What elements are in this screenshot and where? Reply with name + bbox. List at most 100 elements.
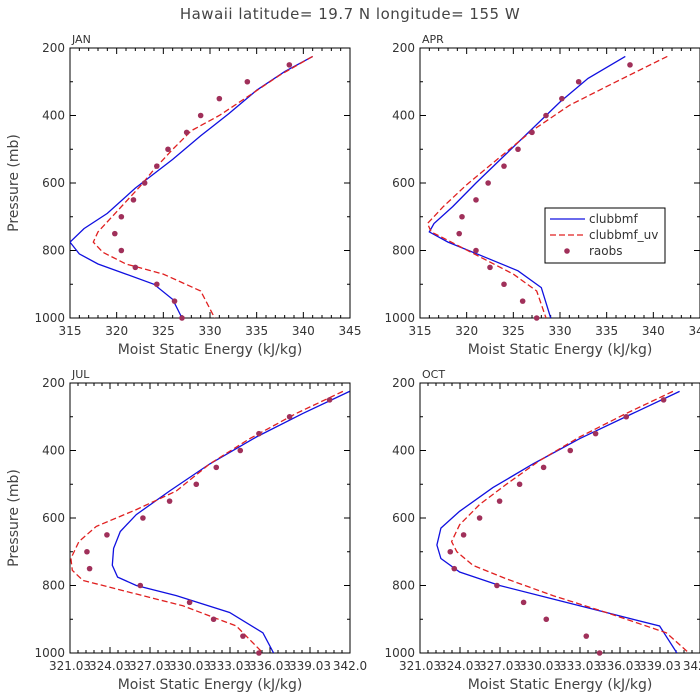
panel-label: OCT [422,368,445,381]
raobs-point [141,180,148,186]
plot-frame [69,47,351,319]
panel-jul: JUL321.03324.03327.03330.03333.03336.033… [6,368,367,693]
raobs-point [543,112,549,119]
plot-frame [419,47,700,319]
raobs-point [237,447,244,454]
raobs-point [140,515,146,521]
x-axis-label: Moist Static Energy (kJ/kg) [468,342,653,358]
raobs-point [104,532,110,538]
panel-label: JAN [71,33,91,46]
x-tick-label: 339.03 [289,659,331,673]
y-tick-label: 200 [42,41,65,55]
raobs-point [165,146,171,153]
clubbmf-line [428,55,626,318]
raobs-point [501,163,507,169]
legend-label: raobs [589,244,623,258]
y-tick-label: 200 [392,41,415,55]
raobs-point [543,616,550,623]
y-tick-label: 1000 [34,311,65,325]
raobs-point [210,616,217,623]
raobs-point [596,650,603,656]
x-tick-label: 320 [455,324,478,338]
raobs-point [451,565,458,572]
plot-frame [69,382,351,654]
raobs-point [112,230,118,237]
plot-frame [419,382,700,654]
x-tick-label: 335 [595,324,618,338]
raobs-point [256,430,262,437]
x-tick-label: 315 [59,324,82,338]
raobs-point [447,548,454,555]
raobs-point [286,413,293,420]
x-tick-label: 340 [642,324,665,338]
x-tick-label: 336.03 [599,659,641,673]
figure-title: Hawaii latitude= 19.7 N longitude= 155 W [180,5,520,23]
x-tick-label: 342.0 [683,659,700,673]
x-tick-label: 345 [339,324,362,338]
y-tick-label: 400 [42,109,65,123]
y-tick-label: 1000 [384,646,415,660]
legend-label: clubbmf [589,212,638,226]
raobs-point [171,298,178,304]
x-axis-label: Moist Static Energy (kJ/kg) [118,677,303,693]
raobs-point [529,129,535,136]
raobs-point [487,264,493,271]
x-tick-label: 324.03 [89,659,131,673]
x-axis-label: Moist Static Energy (kJ/kg) [468,677,653,693]
raobs-point [485,180,491,186]
clubbmf-line [436,390,680,653]
y-tick-label: 800 [392,579,415,593]
raobs-point [473,197,479,203]
panel-label: APR [422,33,444,46]
y-tick-label: 1000 [384,311,415,325]
x-tick-label: 340 [292,324,315,338]
raobs-point [519,298,526,304]
x-tick-label: 320 [105,324,128,338]
raobs-point [473,247,479,254]
raobs-point [240,633,246,639]
raobs-point [583,633,590,639]
raobs-point [326,397,333,403]
raobs-point [216,95,223,102]
y-tick-label: 800 [42,244,65,258]
x-tick-label: 339.03 [639,659,681,673]
clubbmf-line [111,390,350,653]
raobs-point [476,515,483,521]
y-tick-label: 1000 [34,646,65,660]
y-tick-label: 600 [42,511,65,525]
panel-jan: JAN 315 320 325 330 335 340 345 200 400 600 800 1000… [6,33,361,358]
raobs-point [84,548,90,555]
raobs-point [286,62,293,68]
y-tick-label: 400 [392,109,415,123]
x-axis-label: Moist Static Energy (kJ/kg) [118,342,303,358]
raobs-point [516,481,523,488]
raobs-point [515,146,521,153]
x-tick-label: 330 [199,324,222,338]
clubbmf_uv-line [426,55,668,318]
raobs-point [197,112,204,119]
raobs-point [154,163,160,169]
raobs-point [496,498,503,504]
raobs-point [459,213,465,220]
x-tick-label: 345 [689,324,700,338]
x-tick-label: 325 [152,324,175,338]
clubbmf_uv-line [92,55,314,318]
x-tick-label: 321.03 [399,659,441,673]
raobs-point [559,95,565,102]
y-tick-label: 400 [392,444,415,458]
x-tick-label: 324.03 [439,659,481,673]
raobs-point [166,498,173,504]
x-tick-label: 327.03 [479,659,521,673]
x-tick-label: 330 [549,324,572,338]
raobs-point [575,78,582,85]
y-axis-label: Pressure (mb) [6,134,22,232]
raobs-point [132,264,139,271]
clubbmf-line [70,55,314,318]
raobs-point [460,532,467,538]
legend-marker-raobs [564,248,570,254]
raobs-point [179,315,185,321]
x-tick-label: 325 [502,324,525,338]
raobs-point [567,447,574,454]
